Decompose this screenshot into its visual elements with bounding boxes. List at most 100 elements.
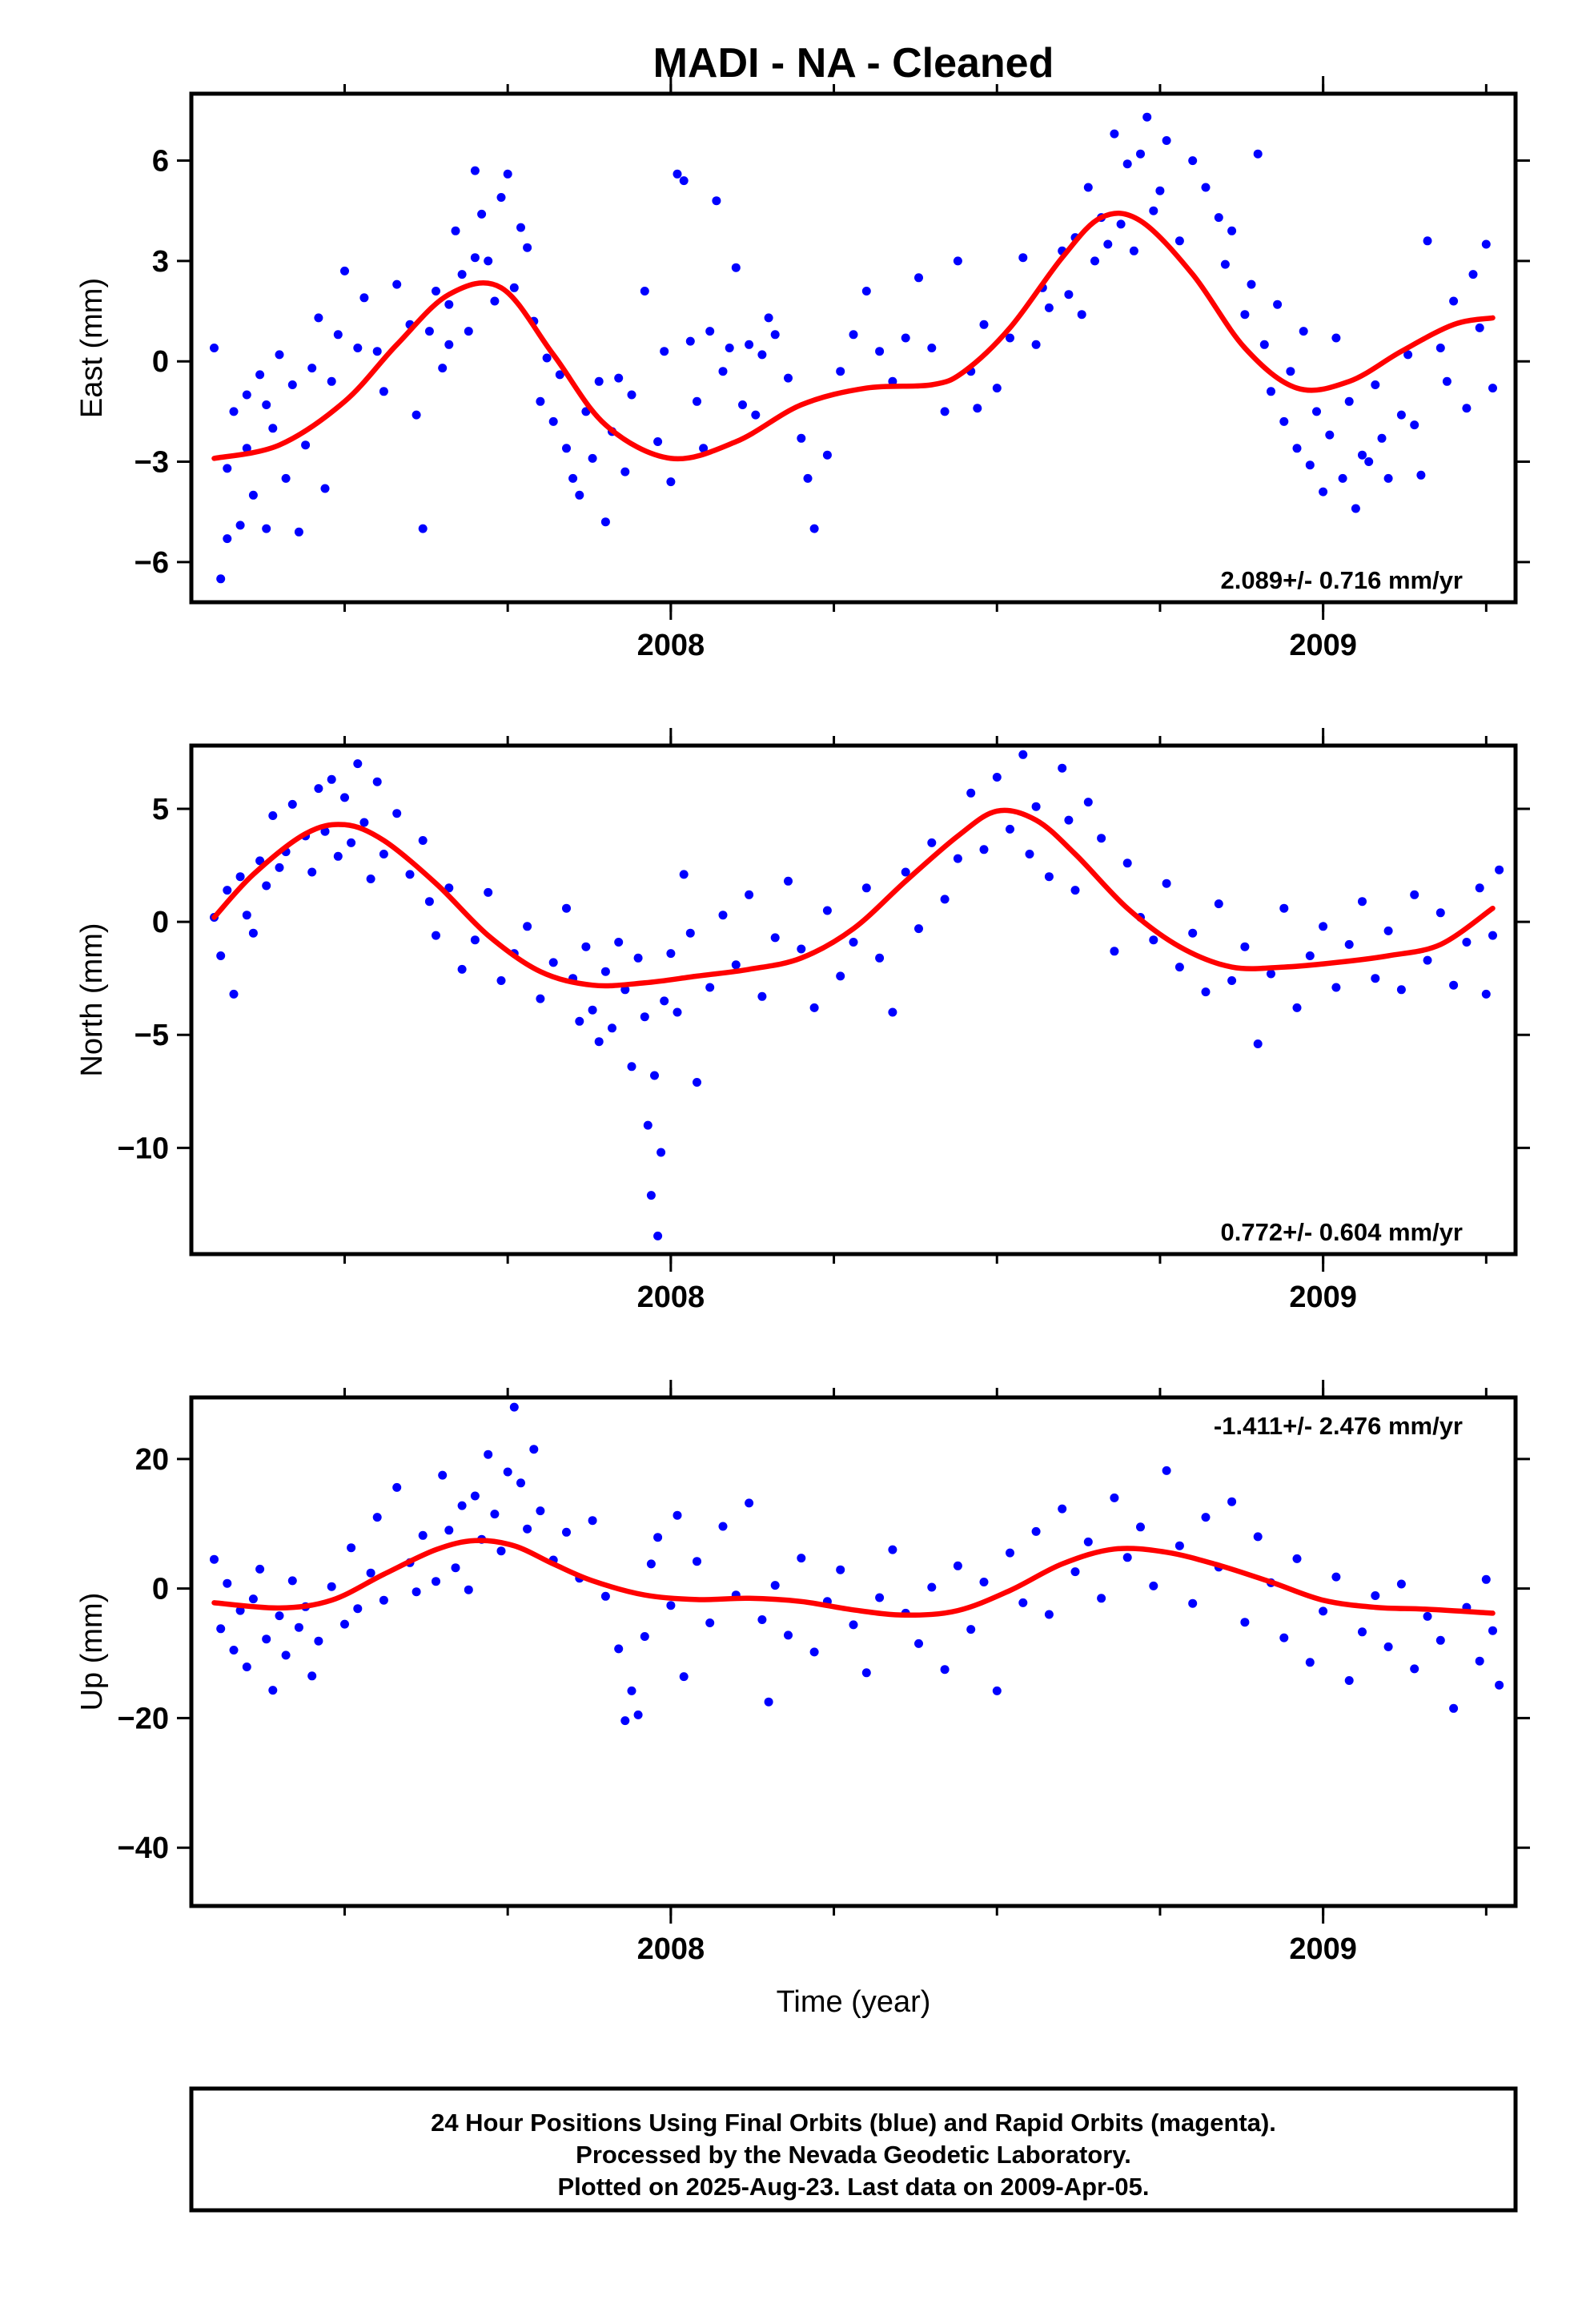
north-data-point — [562, 903, 571, 913]
north-data-point — [1064, 815, 1074, 825]
east-data-point — [1188, 156, 1198, 166]
north-data-point — [1331, 983, 1341, 992]
north-data-point — [1396, 985, 1406, 995]
up-data-point — [1319, 1606, 1328, 1616]
up-data-point — [392, 1482, 402, 1492]
east-data-point — [444, 300, 454, 309]
east-data-point — [973, 404, 982, 413]
east-data-point — [392, 279, 402, 289]
up-data-point — [509, 1402, 519, 1412]
east-data-point — [614, 373, 624, 383]
east-data-point — [1240, 310, 1250, 320]
east-y-tick-label: −3 — [135, 446, 169, 480]
east-data-point — [418, 524, 428, 533]
east-data-point — [1018, 253, 1028, 263]
up-data-point — [268, 1686, 278, 1695]
north-fit-curve — [211, 807, 1496, 989]
north-data-point — [1110, 947, 1119, 956]
up-data-point — [614, 1644, 624, 1654]
north-data-point — [1162, 879, 1171, 888]
north-data-point — [685, 928, 695, 938]
north-data-point — [229, 989, 239, 999]
east-data-point — [725, 344, 734, 352]
north-data-point — [1122, 858, 1132, 868]
up-data-point — [757, 1615, 767, 1624]
up-data-point — [1358, 1627, 1367, 1637]
up-data-point — [484, 1449, 493, 1459]
north-data-point — [1344, 939, 1354, 949]
north-data-point — [861, 883, 871, 893]
east-data-point — [803, 473, 813, 483]
east-data-point — [770, 330, 780, 340]
east-data-point — [1031, 340, 1041, 349]
east-data-point — [1331, 333, 1341, 343]
east-data-point — [757, 350, 767, 360]
up-data-point — [620, 1716, 630, 1726]
north-data-point — [1495, 865, 1504, 875]
up-data-point — [718, 1522, 728, 1531]
up-data-point — [432, 1577, 440, 1586]
north-data-point — [432, 931, 440, 940]
up-data-point — [444, 1526, 454, 1535]
up-data-point — [992, 1686, 1002, 1695]
up-data-point — [1383, 1642, 1393, 1651]
caption-line-1: 24 Hour Positions Using Final Orbits (bl… — [431, 2109, 1276, 2137]
east-data-point — [1351, 504, 1360, 513]
north-data-point — [1025, 850, 1034, 858]
up-data-point — [496, 1546, 506, 1556]
north-data-point — [347, 838, 356, 847]
up-data-point — [275, 1611, 284, 1621]
east-data-point — [1403, 350, 1413, 360]
east-data-point — [509, 283, 519, 292]
up-data-point — [784, 1630, 793, 1640]
up-data-point — [1410, 1664, 1419, 1674]
east-data-point — [1220, 259, 1230, 269]
north-data-point — [1475, 883, 1484, 893]
up-data-point — [1475, 1656, 1484, 1666]
east-data-point — [979, 320, 989, 329]
north-data-point — [1462, 938, 1472, 947]
north-data-point — [966, 788, 976, 798]
up-data-point — [1423, 1611, 1432, 1621]
north-data-point — [1188, 928, 1198, 938]
up-panel: 2008 2009 −40 −20 0 20 Up (mm) -1.411+/- 2.476 … — [75, 1380, 1530, 1966]
up-data-point — [1070, 1567, 1080, 1577]
east-data-point — [1481, 239, 1491, 249]
north-data-point — [1070, 886, 1080, 895]
up-data-point — [470, 1491, 480, 1501]
up-data-point — [1495, 1680, 1504, 1690]
up-data-point — [705, 1618, 715, 1627]
up-data-point — [281, 1651, 291, 1660]
east-data-point — [1116, 219, 1126, 229]
up-data-point — [248, 1594, 258, 1604]
up-data-point — [242, 1663, 251, 1671]
east-data-point — [1416, 470, 1426, 480]
north-data-point — [901, 867, 910, 877]
east-data-point — [555, 370, 564, 380]
east-data-point — [751, 410, 761, 420]
up-data-point — [849, 1620, 858, 1630]
east-data-point — [679, 176, 689, 186]
east-data-point — [836, 367, 845, 376]
east-data-point — [242, 444, 251, 453]
up-data-point — [490, 1510, 500, 1519]
north-x-tick-label: 2009 — [1289, 1281, 1357, 1314]
up-data-point — [562, 1527, 571, 1537]
east-data-point — [281, 473, 291, 483]
north-data-point — [536, 994, 545, 1003]
up-data-point — [1174, 1541, 1184, 1550]
north-data-point — [1253, 1039, 1263, 1048]
east-data-point — [229, 407, 239, 416]
up-x-tick-label: 2008 — [637, 1932, 705, 1966]
north-data-point — [731, 960, 741, 970]
north-data-point — [1174, 963, 1184, 972]
up-data-point — [1044, 1610, 1054, 1619]
north-data-point — [643, 1120, 652, 1130]
east-data-point — [327, 376, 336, 386]
north-data-point — [1058, 763, 1067, 773]
east-data-point — [1442, 376, 1452, 386]
east-y-tick-label: 0 — [152, 345, 169, 379]
north-data-point — [327, 774, 336, 784]
east-data-point — [1149, 206, 1158, 215]
